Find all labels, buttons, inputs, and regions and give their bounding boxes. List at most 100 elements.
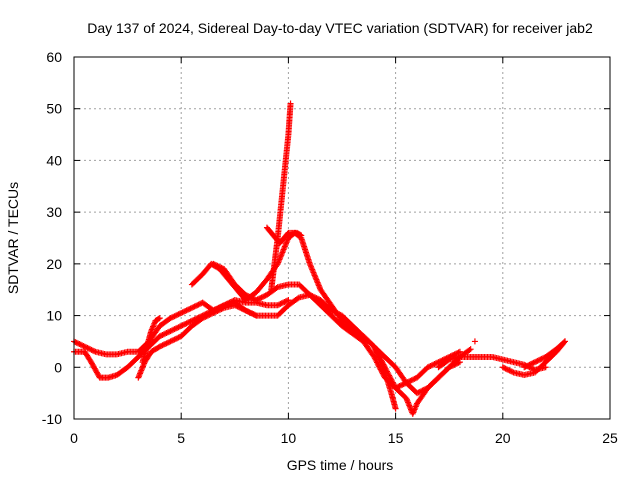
data-point-marker [333, 309, 340, 316]
data-point-marker [172, 312, 179, 319]
data-point-marker [251, 311, 258, 318]
data-point-marker [195, 301, 202, 308]
data-point-marker [180, 321, 187, 328]
data-point-marker [175, 334, 182, 341]
data-point-marker [190, 304, 197, 311]
data-point-marker [540, 355, 546, 362]
data-point-marker [179, 309, 186, 316]
data-point-marker [205, 312, 211, 319]
data-point-marker [534, 357, 541, 364]
data-point-marker [253, 297, 260, 304]
data-point-marker [249, 295, 256, 302]
series-arc-10 [371, 343, 463, 417]
data-point-marker [217, 306, 224, 313]
data-point-marker [505, 366, 512, 373]
y-tick-label: 0 [54, 359, 62, 375]
data-point-marker [178, 322, 185, 329]
data-point-marker [426, 363, 433, 370]
data-point-marker [162, 330, 169, 337]
data-point-marker [538, 355, 545, 362]
data-point-marker [188, 317, 195, 324]
data-point-marker [408, 377, 415, 384]
data-point-marker [156, 333, 163, 340]
data-point-marker [186, 319, 193, 326]
data-point-marker [415, 389, 422, 396]
data-point-marker [215, 263, 222, 270]
data-point-marker [73, 339, 80, 346]
data-point-marker [509, 368, 516, 375]
data-point-marker [533, 358, 540, 365]
data-point-marker [243, 308, 250, 315]
data-point-marker [207, 311, 214, 318]
data-point-marker [215, 307, 222, 314]
data-point-marker [166, 328, 173, 335]
data-point-marker [91, 348, 98, 355]
data-point-marker [399, 381, 406, 388]
data-point-marker [561, 338, 568, 345]
data-point-marker [211, 261, 218, 268]
data-point-marker [217, 264, 224, 271]
data-point-marker [214, 262, 221, 269]
data-point-marker [171, 336, 178, 343]
data-point-marker [171, 326, 178, 333]
data-point-marker [261, 293, 268, 300]
data-point-marker [454, 360, 461, 367]
data-point-marker [257, 295, 264, 302]
data-point-marker [168, 314, 175, 321]
data-point-marker [175, 324, 182, 331]
data-point-marker [210, 309, 217, 316]
data-point-marker [187, 318, 194, 325]
data-point-marker [431, 361, 438, 368]
data-point-marker [170, 326, 177, 333]
data-point-marker [312, 294, 319, 301]
data-point-marker [432, 360, 439, 367]
data-point-marker [203, 313, 210, 320]
data-point-marker [306, 291, 313, 298]
data-point-marker [237, 304, 244, 311]
data-point-marker [428, 362, 435, 369]
data-point-marker [427, 362, 434, 369]
x-tick-label: 0 [70, 430, 78, 446]
data-point-marker [233, 302, 240, 309]
data-point-marker [79, 342, 86, 349]
data-point-marker [89, 347, 96, 354]
data-point-marker [184, 306, 191, 313]
data-point-marker [182, 320, 189, 327]
y-tick-label: 60 [46, 49, 62, 65]
data-point-marker [560, 339, 567, 346]
series-arc-5 [188, 229, 399, 412]
data-point-marker [334, 310, 341, 317]
data-point-marker [171, 313, 178, 320]
series-arc-2 [71, 299, 260, 381]
data-point-marker [280, 299, 287, 306]
data-point-marker [160, 331, 167, 338]
data-point-marker [75, 340, 82, 347]
data-point-marker [278, 300, 285, 307]
series-arc-4 [139, 315, 163, 366]
data-point-marker [164, 329, 171, 336]
data-point-marker [202, 313, 209, 320]
data-point-marker [245, 293, 252, 300]
data-point-marker [467, 346, 474, 353]
data-point-marker [259, 293, 266, 300]
data-point-marker [314, 295, 321, 302]
data-point-marker [168, 327, 175, 334]
series-arc-13 [521, 338, 568, 371]
data-point-marker [273, 284, 280, 291]
data-point-marker [218, 264, 225, 271]
data-point-marker [77, 341, 84, 348]
data-point-marker [174, 324, 181, 331]
data-point-marker [194, 302, 201, 309]
data-point-marker [410, 376, 417, 383]
data-point-marker [447, 363, 454, 370]
y-tick-label: -10 [42, 411, 62, 427]
data-point-marker [249, 310, 256, 317]
data-point-marker [309, 293, 316, 300]
x-axis-label: GPS time / hours [287, 457, 394, 473]
data-point-marker [156, 315, 163, 322]
data-point-marker [158, 332, 165, 339]
data-point-marker [158, 342, 165, 349]
data-point-marker [255, 295, 262, 302]
data-point-marker [84, 344, 91, 351]
